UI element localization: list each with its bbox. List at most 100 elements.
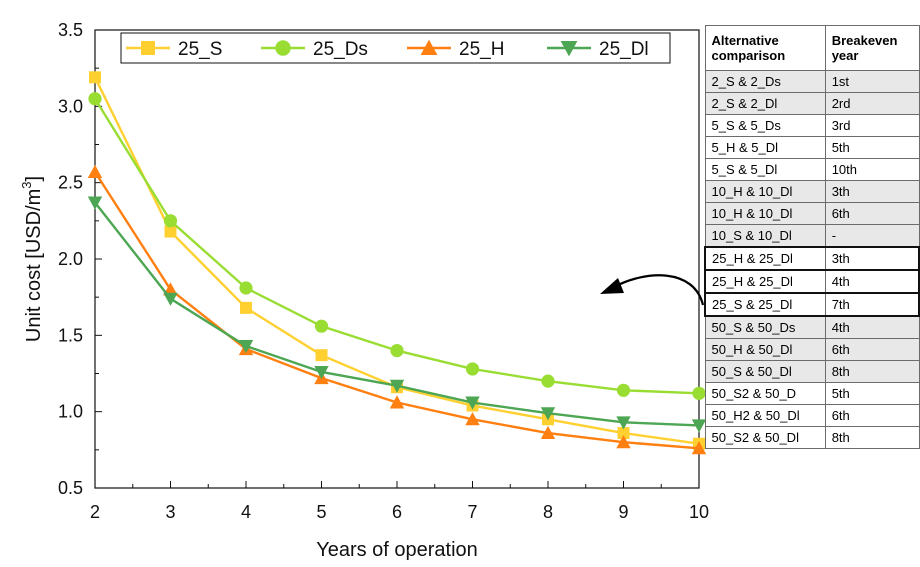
header-alternative-comparison: Alternative comparison bbox=[704, 25, 826, 71]
data-point bbox=[88, 92, 102, 106]
legend-label: 25_Ds bbox=[313, 39, 368, 60]
data-point bbox=[540, 425, 556, 440]
table-row: 50_S2 & 50_D 5th bbox=[704, 382, 920, 405]
data-point bbox=[89, 71, 101, 84]
data-point bbox=[164, 225, 177, 238]
table-row: 10_H & 10_Dl 6th bbox=[704, 202, 920, 225]
legend-label: 25_Dl bbox=[599, 39, 649, 60]
y-tick-label: 2.0 bbox=[58, 249, 83, 269]
table-row: 50_H2 & 50_Dl 6th bbox=[704, 404, 920, 427]
comparison-cell: 2_S & 2_Dl bbox=[704, 92, 826, 115]
x-tick-label: 8 bbox=[543, 502, 553, 522]
legend-box bbox=[120, 32, 671, 64]
table-row: 5_S & 5_Dl 10th bbox=[704, 158, 920, 181]
table-row: 10_S & 10_Dl - bbox=[704, 224, 920, 248]
y-tick-label: 1.5 bbox=[58, 325, 83, 345]
legend-marker bbox=[141, 41, 155, 55]
data-point bbox=[692, 386, 706, 400]
data-point bbox=[616, 383, 631, 397]
table-row: 50_S & 50_Dl 8th bbox=[704, 360, 920, 383]
breakeven-year-cell: 3th bbox=[824, 180, 920, 203]
data-point bbox=[616, 435, 631, 449]
legend: 25_S 25_Ds 25_H 25_Dl bbox=[120, 32, 671, 64]
breakeven-year-cell: 2rd bbox=[824, 92, 920, 115]
data-point bbox=[240, 301, 252, 314]
legend-label: 25_H bbox=[459, 39, 504, 60]
y-tick-label: 2.5 bbox=[58, 173, 83, 193]
data-point bbox=[238, 340, 254, 354]
breakeven-year-cell: 4th bbox=[824, 315, 920, 339]
data-point bbox=[163, 292, 178, 306]
breakeven-year-cell: 7th bbox=[824, 292, 920, 317]
data-point bbox=[617, 427, 630, 440]
comparison-cell: 50_S2 & 50_Dl bbox=[704, 426, 826, 449]
legend-item: 25_Dl bbox=[547, 39, 649, 60]
series-25_S bbox=[89, 71, 705, 450]
table-row: 2_S & 2_Ds 1st bbox=[704, 70, 920, 93]
table-row: 10_H & 10_Dl 3th bbox=[704, 180, 920, 203]
table-row: 25_H & 25_Dl 4th bbox=[703, 269, 920, 294]
data-point bbox=[390, 344, 404, 358]
y-axis-title-sup: 3 bbox=[19, 181, 34, 188]
series-25_Dl bbox=[87, 196, 707, 433]
header-label: Breakeven year bbox=[831, 33, 898, 63]
data-point bbox=[239, 281, 253, 295]
comparison-cell: 5_H & 5_Dl bbox=[704, 136, 826, 159]
data-point bbox=[314, 319, 329, 333]
breakeven-year-cell: - bbox=[824, 224, 920, 248]
comparison-cell: 50_H & 50_Dl bbox=[704, 338, 826, 361]
data-point bbox=[541, 374, 555, 388]
legend-marker bbox=[420, 39, 438, 55]
data-point bbox=[314, 365, 329, 380]
table-header-row: Alternative comparison Breakeven year bbox=[704, 25, 920, 71]
x-axis-title: Years of operation bbox=[316, 539, 478, 561]
data-point bbox=[691, 419, 707, 433]
breakeven-year-cell: 3rd bbox=[824, 114, 920, 137]
x-tick-label: 3 bbox=[165, 502, 175, 522]
comparison-cell: 25_S & 25_Dl bbox=[703, 292, 826, 317]
x-tick-label: 2 bbox=[90, 502, 100, 522]
series-25_H bbox=[87, 164, 707, 455]
breakeven-year-cell: 5th bbox=[824, 136, 920, 159]
x-tick-label: 6 bbox=[392, 502, 402, 522]
breakeven-year-cell: 6th bbox=[824, 338, 920, 361]
breakeven-year-cell: 4th bbox=[824, 269, 920, 294]
table-row: 50_S2 & 50_Dl 8th bbox=[704, 426, 920, 449]
table-row: 5_H & 5_Dl 5th bbox=[704, 136, 920, 159]
x-tick-label: 4 bbox=[241, 502, 251, 522]
y-axis-title-end: ] bbox=[23, 176, 45, 182]
legend-item: 25_H bbox=[407, 39, 504, 60]
comparison-cell: 10_H & 10_Dl bbox=[704, 180, 826, 203]
breakeven-year-cell: 10th bbox=[824, 158, 920, 181]
y-tick-label: 3.5 bbox=[58, 20, 83, 40]
x-tick-label: 5 bbox=[316, 502, 326, 522]
y-axis-title: Unit cost [USD/m3] bbox=[19, 176, 45, 342]
comparison-cell: 50_S2 & 50_D bbox=[704, 382, 826, 405]
table-row: 5_S & 5_Ds 3rd bbox=[704, 114, 920, 137]
table-row: 50_S & 50_Ds 4th bbox=[704, 315, 920, 339]
breakeven-year-cell: 5th bbox=[824, 382, 920, 405]
data-point bbox=[87, 196, 103, 210]
data-point bbox=[540, 407, 556, 421]
table-row: 50_H & 50_Dl 6th bbox=[704, 338, 920, 361]
data-point bbox=[465, 396, 480, 410]
breakeven-year-cell: 6th bbox=[824, 202, 920, 225]
comparison-cell: 50_S & 50_Dl bbox=[704, 360, 826, 383]
y-tick-label: 1.0 bbox=[58, 402, 83, 422]
legend-marker bbox=[560, 41, 578, 57]
header-breakeven-year: Breakeven year bbox=[824, 25, 920, 71]
comparison-cell: 50_S & 50_Ds bbox=[704, 315, 826, 339]
breakeven-year-cell: 6th bbox=[824, 404, 920, 427]
table-row: 25_H & 25_Dl 3th bbox=[703, 246, 920, 271]
data-point bbox=[465, 412, 480, 426]
data-point bbox=[616, 416, 631, 430]
y-tick-label: 0.5 bbox=[58, 478, 83, 498]
table-row: 25_S & 25_Dl 7th bbox=[703, 292, 920, 317]
axis-ticks: 2 3 4 5 6 7 8 9 10 0.5 1.0 1.5 2.0 2.5 3.0 3.5 bbox=[58, 20, 709, 522]
series-layer bbox=[87, 71, 707, 455]
x-tick-label: 9 bbox=[618, 502, 628, 522]
plot-frame bbox=[94, 29, 700, 489]
curved-arrow-icon bbox=[600, 274, 705, 306]
x-tick-label: 7 bbox=[467, 502, 477, 522]
